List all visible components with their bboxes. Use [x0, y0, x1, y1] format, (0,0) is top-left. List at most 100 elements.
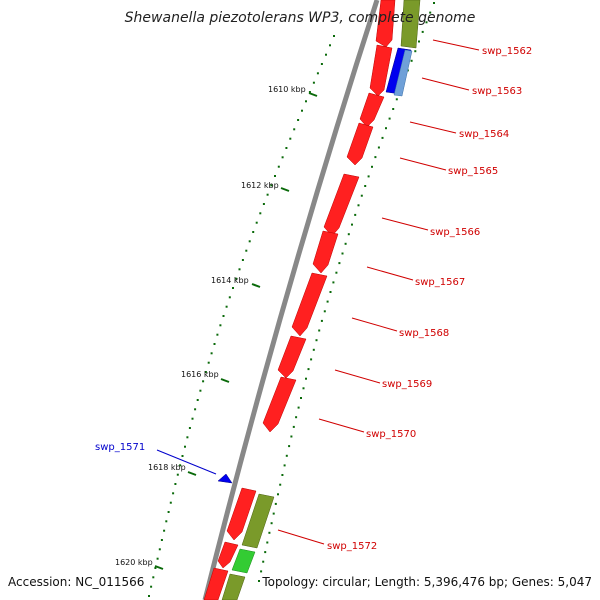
gene-arrow — [277, 335, 307, 379]
tick-label: 1618 kbp — [148, 463, 186, 472]
kbp-ticks: 1610 kbp 1612 kbp 1614 kbp 1616 kbp 1618… — [115, 85, 318, 570]
leader-line — [156, 449, 217, 475]
ring-dot — [274, 502, 277, 505]
gene-label-swp-1562[interactable]: swp_1562 — [482, 46, 532, 57]
ring-dot — [290, 435, 293, 438]
gene-label-swp-1571[interactable]: swp_1571 — [95, 442, 145, 453]
ring-dot — [310, 358, 313, 361]
ring-dot — [326, 300, 329, 303]
ring-dot — [152, 576, 155, 579]
ring-dot — [293, 128, 296, 131]
ring-dot — [235, 277, 238, 280]
ring-dot — [281, 156, 284, 159]
ring-dot — [191, 417, 194, 420]
gene-label-swp-1563[interactable]: swp_1563 — [472, 86, 522, 97]
gene-arrow — [203, 567, 229, 600]
ring-dot — [272, 512, 275, 515]
tick-mark — [187, 471, 197, 476]
gene-arrow — [346, 122, 374, 166]
ring-dot — [259, 212, 262, 215]
ring-dot — [266, 193, 269, 196]
ring-dot — [202, 380, 205, 383]
ring-dot — [213, 343, 216, 345]
ring-dot — [371, 165, 373, 168]
ring-dot — [283, 464, 286, 467]
gene-label-swp-1570[interactable]: swp_1570 — [366, 429, 416, 440]
leader-line — [277, 529, 325, 545]
gene-arrow — [312, 230, 339, 274]
tick-mark — [280, 187, 290, 192]
ring-dot — [262, 560, 265, 563]
leader-line — [409, 121, 457, 134]
ring-dot — [312, 81, 315, 84]
map-title: Shewanella piezotolerans WP3, complete g… — [125, 10, 476, 26]
ring-dot — [165, 520, 168, 523]
ring-dot — [148, 595, 150, 597]
ring-dot — [285, 147, 288, 149]
ring-dot — [425, 21, 428, 24]
leader-line — [334, 369, 381, 384]
ring-dot — [150, 585, 153, 588]
ring-dot — [302, 387, 305, 390]
gene-arrow — [291, 272, 328, 337]
gene-arrow — [226, 487, 257, 541]
gene-label-swp-1572[interactable]: swp_1572 — [327, 541, 377, 552]
backbone-layer — [202, 0, 380, 600]
gene-label-swp-1569[interactable]: swp_1569 — [382, 379, 432, 390]
ring-dot — [264, 551, 267, 554]
leader-line — [366, 266, 414, 281]
ring-dot — [252, 231, 255, 233]
ring-dot — [154, 567, 157, 569]
tick-label: 1616 kbp — [181, 370, 219, 379]
ring-dot — [219, 324, 222, 327]
ring-dot — [225, 305, 228, 308]
ring-dot — [305, 377, 307, 380]
ring-dot — [300, 397, 302, 399]
ring-dot — [194, 408, 197, 411]
ring-dot — [332, 281, 335, 284]
gene-label-swp-1564[interactable]: swp_1564 — [459, 129, 509, 140]
ring-dot — [281, 474, 284, 476]
ring-dot — [307, 368, 310, 371]
ring-dot — [279, 483, 282, 486]
ring-dot — [410, 59, 413, 62]
ring-dot — [295, 416, 298, 419]
ring-dot — [392, 108, 395, 110]
ring-dot — [160, 539, 163, 541]
ring-dot — [222, 315, 225, 317]
leader-line — [318, 418, 365, 433]
gene-label-swp-1568[interactable]: swp_1568 — [399, 328, 449, 339]
ring-dot — [364, 185, 367, 187]
ring-dot — [174, 483, 177, 485]
ring-dot — [289, 137, 292, 140]
gene-label-swp-1565[interactable]: swp_1565 — [448, 166, 498, 177]
ring-dot — [156, 557, 159, 560]
ring-dot — [228, 296, 231, 299]
gene-arrow — [323, 173, 360, 237]
gene-arrow — [217, 541, 239, 569]
gene-block-green — [231, 548, 256, 574]
ring-dot — [320, 63, 323, 65]
topology-text: Topology: circular; Length: 5,396,476 bp… — [261, 575, 592, 589]
ring-dot — [285, 454, 288, 457]
ring-dot — [344, 242, 347, 245]
ring-dot — [385, 127, 387, 130]
ring-dot — [210, 352, 213, 355]
ring-dot — [367, 175, 370, 178]
ring-dot — [232, 287, 234, 289]
ring-dot — [329, 44, 331, 47]
tick-label: 1614 kbp — [211, 276, 249, 285]
gene-label-swp-1566[interactable]: swp_1566 — [430, 227, 480, 238]
ring-dot — [308, 91, 311, 93]
ring-dot — [181, 455, 184, 457]
leader-line — [381, 217, 429, 231]
ring-dot — [277, 165, 280, 168]
ring-dot — [414, 50, 417, 53]
gene-label-swp-1567[interactable]: swp_1567 — [415, 277, 465, 288]
ring-dot — [305, 100, 307, 103]
gene-block-olive — [241, 493, 275, 549]
ring-dot — [357, 204, 360, 207]
tick-mark — [154, 565, 164, 570]
ring-dot — [268, 531, 271, 534]
ring-dot — [335, 271, 338, 274]
